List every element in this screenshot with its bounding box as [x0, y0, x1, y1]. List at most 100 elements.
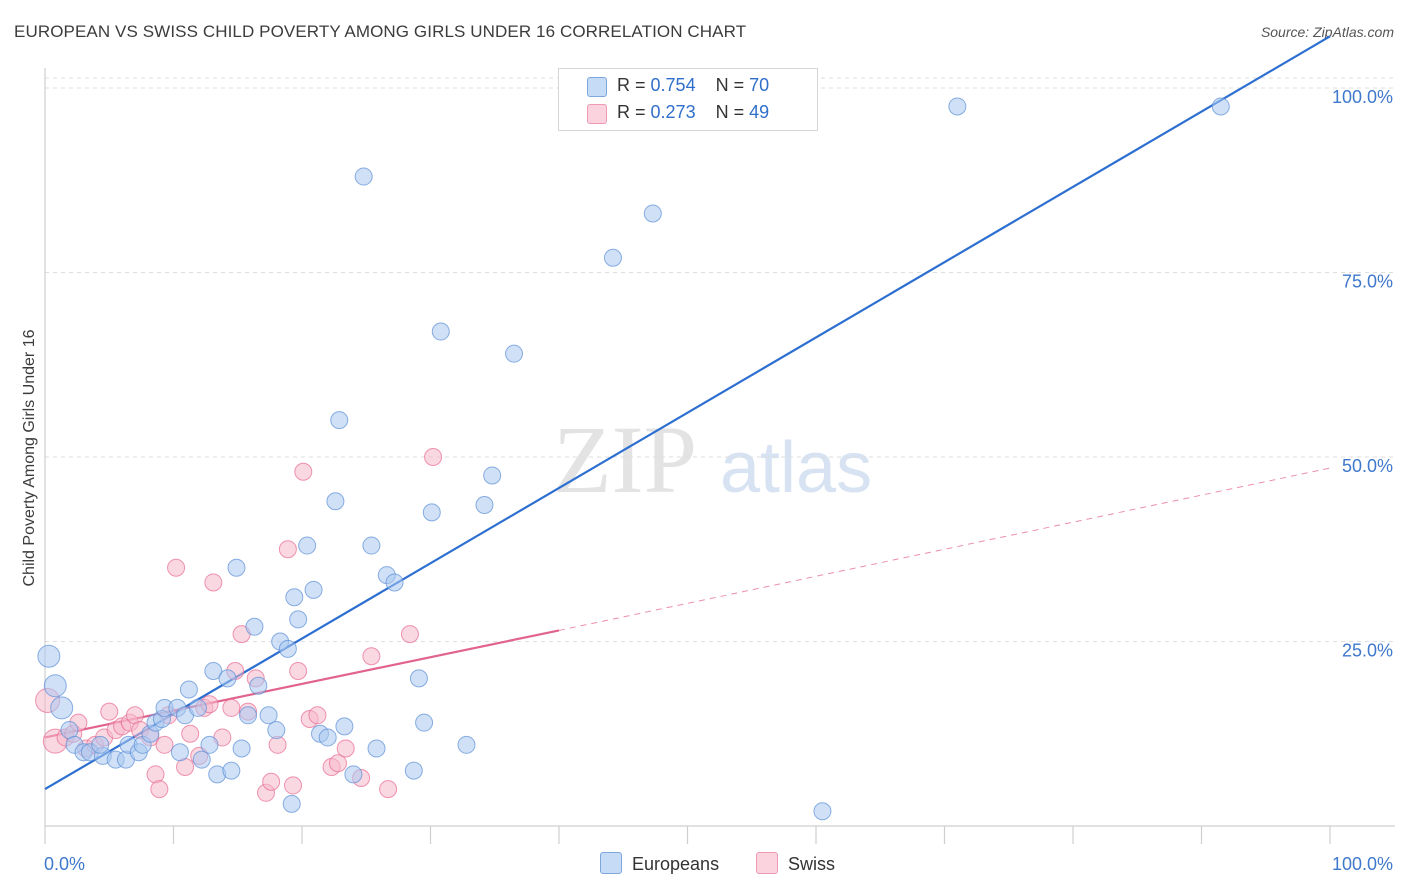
data-point-europeans: [422, 503, 441, 522]
data-point-swiss: [308, 706, 327, 725]
watermark-atlas: atlas: [720, 428, 872, 508]
data-point-europeans: [344, 765, 363, 784]
data-point-europeans: [298, 536, 317, 555]
bottom-legend-label-europeans: Europeans: [632, 854, 720, 874]
watermark-zip: ZIP: [553, 406, 697, 513]
data-point-swiss: [336, 739, 355, 758]
data-point-europeans: [1211, 97, 1230, 116]
correlation-legend: R = 0.754 N = 70 R = 0.273 N = 49: [558, 68, 818, 131]
data-point-europeans: [218, 669, 237, 688]
data-point-swiss: [181, 724, 200, 743]
data-point-europeans: [227, 558, 246, 577]
data-point-europeans: [330, 411, 349, 430]
gridlines: [45, 77, 1395, 642]
bottom-legend-label-swiss: Swiss: [788, 854, 836, 874]
data-point-swiss: [362, 647, 381, 666]
data-point-europeans: [304, 580, 323, 599]
data-point-europeans: [204, 662, 223, 681]
data-point-swiss: [294, 462, 313, 481]
data-point-europeans: [37, 644, 61, 668]
legend-r-label: R =: [617, 102, 646, 122]
data-point-europeans: [239, 706, 258, 725]
x-tick-label: 0.0%: [44, 854, 85, 874]
data-point-europeans: [367, 739, 386, 758]
bottom-legend-swatch-swiss: [756, 852, 778, 874]
bottom-legend-swiss: Swiss: [756, 852, 835, 875]
y-tick-label: 50.0%: [1342, 456, 1393, 476]
data-point-europeans: [415, 713, 434, 732]
data-point-europeans: [354, 167, 373, 186]
data-point-europeans: [813, 802, 832, 821]
legend-n-label: N =: [715, 75, 745, 95]
data-point-europeans: [335, 717, 354, 736]
data-point-swiss: [284, 776, 303, 795]
legend-r-value: 0.273: [650, 102, 696, 122]
data-point-europeans: [249, 676, 268, 695]
data-point-europeans: [505, 344, 524, 363]
data-point-europeans: [179, 680, 198, 699]
data-point-europeans: [475, 495, 494, 514]
x-tick-label: 100.0%: [1332, 854, 1393, 874]
data-point-europeans: [404, 761, 423, 780]
legend-n-label: N =: [715, 102, 745, 122]
data-point-europeans: [289, 610, 308, 629]
data-point-europeans: [318, 728, 337, 747]
data-point-europeans: [282, 794, 301, 813]
data-point-europeans: [222, 761, 241, 780]
legend-r-label: R =: [617, 75, 646, 95]
data-point-swiss: [262, 772, 281, 791]
data-point-swiss: [155, 735, 174, 754]
data-point-europeans: [188, 698, 207, 717]
data-point-swiss: [100, 702, 119, 721]
y-tick-label: 100.0%: [1332, 87, 1393, 107]
data-point-europeans: [50, 696, 74, 720]
data-point-europeans: [267, 721, 286, 740]
data-point-europeans: [200, 735, 219, 754]
bottom-legend-europeans: Europeans: [600, 852, 719, 875]
data-point-swiss: [146, 765, 165, 784]
bottom-legend-swatch-europeans: [600, 852, 622, 874]
data-point-europeans: [278, 639, 297, 658]
data-point-europeans: [948, 97, 967, 116]
data-point-europeans: [259, 706, 278, 725]
legend-n-value: 49: [749, 102, 770, 122]
data-point-europeans: [643, 204, 662, 223]
data-point-europeans: [170, 743, 189, 762]
y-tick-label: 75.0%: [1342, 272, 1393, 292]
data-point-europeans: [245, 617, 264, 636]
data-point-europeans: [326, 492, 345, 511]
data-point-swiss: [278, 540, 297, 559]
data-point-europeans: [232, 739, 251, 758]
legend-swatch-swiss: [587, 104, 607, 124]
chart-title: EUROPEAN VS SWISS CHILD POVERTY AMONG GI…: [14, 22, 747, 41]
data-point-europeans: [43, 674, 67, 698]
data-point-swiss: [222, 698, 241, 717]
legend-r-value: 0.754: [650, 75, 696, 95]
data-point-europeans: [192, 750, 211, 769]
y-tick-label: 25.0%: [1342, 641, 1393, 661]
data-point-swiss: [400, 625, 419, 644]
axes: [44, 68, 1395, 844]
data-point-swiss: [379, 780, 398, 799]
data-point-europeans: [483, 466, 502, 485]
data-point-europeans: [457, 735, 476, 754]
trend-line-europeans: [44, 35, 1331, 791]
data-point-swiss: [424, 448, 443, 466]
data-point-swiss: [150, 780, 169, 799]
legend-swatch-europeans: [587, 77, 607, 97]
data-point-europeans: [431, 322, 450, 341]
data-point-europeans: [91, 735, 110, 754]
data-point-swiss: [204, 573, 223, 592]
data-point-europeans: [409, 669, 428, 688]
data-point-swiss: [328, 754, 347, 773]
data-point-europeans: [385, 573, 404, 592]
data-points: [35, 97, 1230, 821]
legend-n-value: 70: [749, 75, 770, 95]
data-point-europeans: [362, 536, 381, 555]
source-label: Source: ZipAtlas.com: [1260, 24, 1394, 40]
data-point-swiss: [289, 662, 308, 681]
data-point-europeans: [603, 248, 622, 267]
watermark: ZIP atlas: [553, 406, 872, 513]
tick-labels: 25.0% 50.0% 75.0% 100.0% 0.0% 100.0%: [44, 87, 1393, 874]
